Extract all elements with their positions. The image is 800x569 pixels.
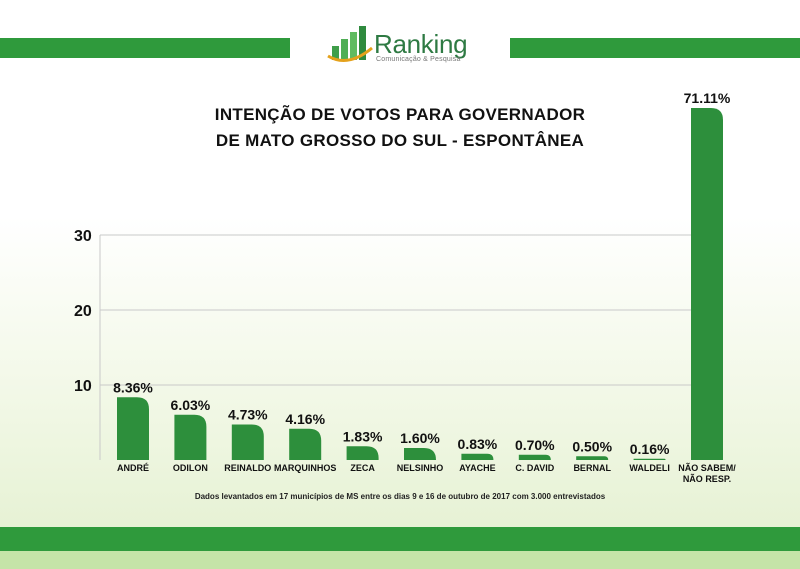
category-label-2: REINALDO [224, 463, 271, 473]
ranking-logo-icon [327, 26, 373, 62]
bar-4 [346, 446, 379, 460]
category-label-5: NELSINHO [397, 463, 444, 473]
bar-1 [174, 414, 207, 460]
bar-5 [404, 448, 436, 460]
bar-8 [576, 456, 609, 460]
bar-0 [117, 397, 149, 460]
footer-band-light [0, 551, 800, 569]
ranking-logo: Ranking Comunicação & Pesquisa [326, 22, 476, 66]
footer-band [0, 527, 800, 551]
value-label-6: 0.83% [458, 436, 498, 452]
category-label-0: ANDRÉ [117, 463, 149, 473]
bar-7 [518, 454, 551, 460]
category-label-10-1: NÃO RESP. [683, 474, 731, 484]
chart-title-line-2: DE MATO GROSSO DO SUL - ESPONTÂNEA [215, 131, 585, 150]
value-label-9: 0.16% [630, 441, 670, 457]
value-label-3: 4.16% [285, 411, 325, 427]
category-label-4: ZECA [350, 463, 375, 473]
category-label-1: ODILON [173, 463, 208, 473]
value-label-4: 1.83% [343, 428, 383, 444]
y-tick-label-10: 10 [74, 378, 92, 395]
category-label-8: BERNAL [573, 463, 611, 473]
value-label-0: 8.36% [113, 379, 153, 395]
bar-6 [461, 453, 494, 460]
category-label-6: AYACHE [459, 463, 495, 473]
footnote: Dados levantados em 17 municípios de MS … [194, 492, 606, 501]
y-tick-label-20: 20 [74, 303, 92, 320]
header-band-right [510, 38, 800, 58]
chart-title-line-1: INTENÇÃO DE VOTOS PARA GOVERNADOR [214, 105, 586, 124]
logo-tagline: Comunicação & Pesquisa [376, 56, 461, 63]
category-label-9: WALDELI [629, 463, 670, 473]
value-label-5: 1.60% [400, 430, 440, 446]
category-label-7: C. DAVID [515, 463, 554, 473]
value-label-8: 0.50% [572, 438, 612, 454]
value-label-7: 0.70% [515, 437, 555, 453]
bar-10 [691, 108, 723, 460]
y-tick-label-30: 30 [74, 228, 92, 245]
value-label-1: 6.03% [171, 397, 211, 413]
bar-9 [633, 458, 666, 460]
header-band-left [0, 38, 290, 58]
bar-3 [289, 428, 322, 460]
value-label-10: 71.11% [684, 90, 731, 106]
bar-2 [231, 424, 264, 460]
logo-name: Ranking [374, 29, 468, 59]
value-label-2: 4.73% [228, 407, 268, 423]
category-label-3: MARQUINHOS [274, 463, 337, 473]
category-label-10-0: NÃO SABEM/ [678, 463, 736, 473]
